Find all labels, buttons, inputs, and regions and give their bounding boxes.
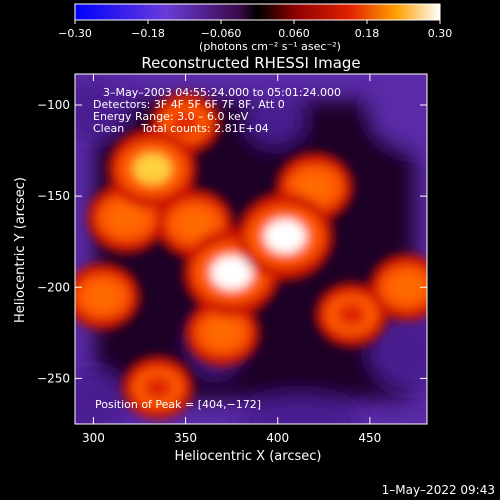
heatmap-image bbox=[75, 74, 427, 424]
y-tick-label: −200 bbox=[37, 280, 70, 294]
y-tick-label: −100 bbox=[37, 98, 70, 112]
emission-core bbox=[87, 284, 118, 309]
emission-core bbox=[171, 112, 200, 135]
colorbar-tick-label: 0.18 bbox=[355, 27, 380, 40]
colorbar-unit-label: (photons cm⁻² s⁻¹ asec⁻²) bbox=[199, 40, 341, 53]
colorbar-tick-label: −0.30 bbox=[58, 27, 92, 40]
emission-core bbox=[110, 204, 143, 232]
y-axis-label: Heliocentric Y (arcsec) bbox=[13, 177, 28, 323]
plot-frame bbox=[74, 73, 428, 425]
colorbar-tick-label: 0.060 bbox=[278, 27, 310, 40]
colorbar-tick-label: −0.060 bbox=[201, 27, 242, 40]
colorbar-ticks: −0.30 −0.18 −0.060 0.060 0.18 0.30 bbox=[58, 20, 452, 40]
chart-title: Reconstructed RHESSI Image bbox=[141, 54, 360, 72]
x-axis-label: Heliocentric X (arcsec) bbox=[175, 449, 322, 464]
emission-core bbox=[391, 275, 422, 300]
x-tick-label: 450 bbox=[358, 431, 381, 445]
emission-core bbox=[143, 376, 172, 399]
y-axis-ticks: −100 −150 −200 −250 bbox=[37, 98, 427, 385]
dark-structure bbox=[75, 74, 427, 424]
y-tick-label: −250 bbox=[37, 371, 70, 385]
emission-core bbox=[133, 153, 172, 185]
annotation-detectors: Detectors: 3F 4F 5F 6F 7F 8F, Att 0 bbox=[93, 98, 285, 111]
emission-core bbox=[179, 210, 211, 237]
x-tick-label: 400 bbox=[266, 431, 289, 445]
annotation-method: Clean bbox=[93, 122, 124, 135]
annotation-energy: Energy Range: 3.0 – 6.0 keV bbox=[93, 110, 249, 123]
colorbar bbox=[74, 3, 441, 21]
x-tick-label: 300 bbox=[82, 431, 105, 445]
emission-core bbox=[264, 219, 306, 254]
x-axis-ticks: 300 350 400 450 bbox=[82, 74, 381, 445]
date-stamp: 1–May–2022 09:43 bbox=[382, 483, 495, 497]
emission-core bbox=[298, 174, 331, 200]
emission-sources bbox=[75, 92, 427, 419]
annotation-time-range: 3–May–2003 04:55:24.000 to 05:01:24.000 bbox=[103, 86, 341, 99]
annotation-counts: Total counts: 2.81E+04 bbox=[140, 122, 269, 135]
colorbar-tick-label: −0.18 bbox=[131, 27, 165, 40]
emission-core bbox=[207, 320, 238, 346]
y-tick-label: −150 bbox=[37, 189, 70, 203]
emission-core bbox=[210, 255, 253, 290]
colorbar-tick-label: 0.30 bbox=[428, 27, 453, 40]
emission-core bbox=[337, 302, 366, 327]
annotation-peak: Position of Peak = [404,−172] bbox=[95, 398, 261, 411]
x-tick-label: 350 bbox=[174, 431, 197, 445]
